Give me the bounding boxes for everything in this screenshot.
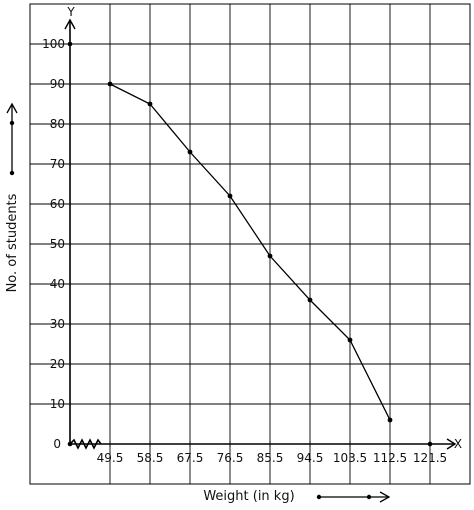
y-tick-label: 80 [50,117,65,131]
data-point [387,417,393,423]
x-tick-label: 103.5 [333,451,367,465]
x-tick-label: 121.5 [413,451,447,465]
x-tick-label: 112.5 [373,451,407,465]
y-tick-label: 90 [50,77,65,91]
series [107,81,393,423]
x-tick-label: 49.5 [97,451,124,465]
y-tick-label: 100 [42,37,65,51]
y-axis-label: No. of students [5,193,20,292]
x-axis-break [69,438,102,450]
series-line [109,83,391,421]
x-tick-label: 67.5 [177,451,204,465]
data-point [147,101,153,107]
x-axis-end-dot [427,441,433,447]
x-direction-arrow [316,491,391,503]
data-point [307,297,313,303]
y-tick-label: 30 [50,317,65,331]
data-point [347,337,353,343]
y-tick-label: 70 [50,157,65,171]
y-tick-label: 50 [50,237,65,251]
origin-label: 0 [53,437,61,451]
data-point [267,253,273,259]
y-tick-label: 20 [50,357,65,371]
y-axis-arrow [64,18,76,30]
y-axis-letter: Y [66,5,75,19]
data-point [227,193,233,199]
y-tick-labels: 10 20 30 40 50 60 70 80 90 100 [42,37,73,411]
data-point [187,149,193,155]
x-tick-labels: 49.5 58.5 67.5 76.5 85.5 94.5 103.5 112.5 121.5 [97,441,447,465]
y-tick-label: 10 [50,397,65,411]
y-direction-arrow [6,102,18,176]
x-tick-label: 58.5 [137,451,164,465]
x-axis-label: Weight (in kg) [203,489,294,504]
x-tick-label: 94.5 [297,451,324,465]
x-axis-arrow [446,438,457,450]
y-tick-label: 60 [50,197,65,211]
x-tick-label: 76.5 [217,451,244,465]
y-tick-label: 40 [50,277,65,291]
x-tick-label: 85.5 [257,451,284,465]
x-axis-letter: X [454,437,462,451]
grid [29,3,471,485]
data-point [107,81,113,87]
